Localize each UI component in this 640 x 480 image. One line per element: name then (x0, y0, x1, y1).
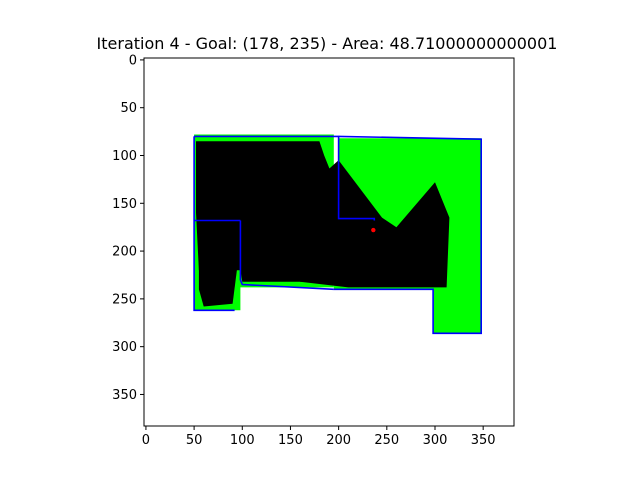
y-tick-label-50: 50 (120, 101, 137, 116)
wall-2 (193, 136, 235, 312)
plot-content (193, 134, 483, 335)
y-tick-label-0: 0 (129, 53, 137, 68)
y-tick-label-350: 350 (112, 388, 137, 403)
y-tick-label-250: 250 (112, 292, 137, 307)
wall-3 (239, 220, 334, 291)
y-tick-label-150: 150 (112, 197, 137, 212)
chart-title: Iteration 4 - Goal: (178, 235) - Area: 4… (97, 34, 558, 53)
map-layer (193, 134, 483, 335)
x-tick-label-300: 300 (423, 433, 448, 448)
scan-region-2 (290, 160, 450, 288)
x-tick-label-0: 0 (142, 433, 150, 448)
x-tick-label-200: 200 (326, 433, 351, 448)
x-axis: 0 50 100 150 200 250 300 350 (142, 426, 496, 448)
scan-region-1 (198, 222, 238, 307)
axes-frame (143, 57, 515, 427)
x-tick-label-50: 50 (186, 433, 203, 448)
x-tick-label-150: 150 (278, 433, 303, 448)
y-tick-label-300: 300 (112, 340, 137, 355)
x-tick-label-100: 100 (230, 433, 255, 448)
wall-0 (194, 135, 376, 221)
y-tick-label-100: 100 (112, 149, 137, 164)
explored-region-1 (338, 138, 482, 221)
scan-region-3 (242, 217, 281, 261)
robot-marker (371, 227, 376, 233)
y-axis: 0 50 100 150 200 250 300 350 (112, 53, 144, 403)
x-tick-label-350: 350 (471, 433, 496, 448)
wall-1 (333, 135, 483, 335)
y-tick-label-200: 200 (112, 245, 137, 260)
x-tick-label-250: 250 (374, 433, 399, 448)
